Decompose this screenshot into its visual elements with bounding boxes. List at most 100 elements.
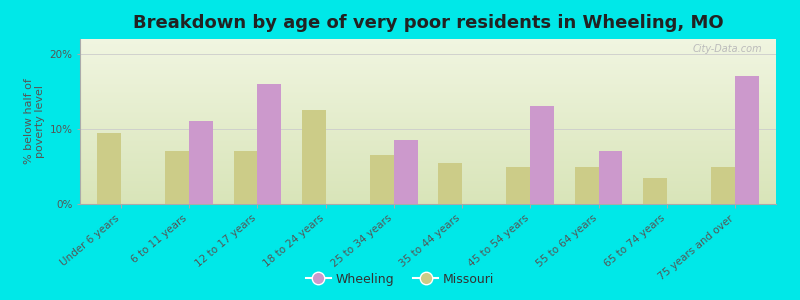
Bar [80,62,776,64]
Bar [80,116,776,118]
Bar [735,76,759,204]
Bar [80,145,776,146]
Bar [80,50,776,52]
Bar [80,182,776,184]
Bar [189,122,213,204]
Bar [80,135,776,136]
Bar [394,140,418,204]
Bar [80,131,776,133]
Bar [80,98,776,100]
Bar [80,202,776,204]
Bar [80,168,776,169]
Bar [80,186,776,188]
Bar [80,174,776,176]
Bar [80,59,776,60]
Legend: Wheeling, Missouri: Wheeling, Missouri [301,268,499,291]
Bar [80,79,776,80]
Bar [80,112,776,113]
Bar [80,70,776,72]
Bar [80,181,776,182]
Bar [80,156,776,158]
Bar [80,95,776,97]
Bar [80,148,776,149]
Bar [80,69,776,70]
Bar [80,52,776,54]
Bar [166,152,189,204]
Bar [80,133,776,135]
Bar [80,56,776,57]
Bar [438,163,462,204]
Bar [370,155,394,204]
Bar [80,120,776,122]
Bar [80,169,776,171]
Bar [80,83,776,85]
Bar [80,154,776,156]
Bar [80,149,776,151]
Bar [80,103,776,105]
Bar [80,87,776,88]
Bar [80,151,776,153]
Bar [80,130,776,131]
Bar [80,80,776,82]
Bar [80,171,776,173]
Bar [80,126,776,128]
Bar [80,115,776,116]
Bar [598,152,622,204]
Bar [80,77,776,79]
Bar [80,193,776,194]
Bar [80,44,776,46]
Bar [80,199,776,201]
Bar [80,39,776,40]
Bar [80,106,776,108]
Bar [234,152,258,204]
Bar [80,123,776,125]
Bar [80,97,776,98]
Bar [80,40,776,42]
Bar [80,60,776,62]
Bar [80,46,776,47]
Bar [80,75,776,77]
Bar [80,113,776,115]
Bar [80,85,776,87]
Bar [80,47,776,49]
Bar [80,189,776,191]
Bar [80,172,776,174]
Bar [80,138,776,140]
Bar [80,128,776,130]
Bar [80,158,776,159]
Bar [530,106,554,204]
Bar [80,194,776,196]
Bar [80,161,776,163]
Bar [80,166,776,168]
Bar [80,201,776,202]
Bar [80,92,776,93]
Bar [97,133,121,204]
Bar [80,153,776,154]
Bar [80,143,776,145]
Bar [80,100,776,102]
Bar [80,118,776,120]
Bar [80,176,776,178]
Bar [80,141,776,143]
Title: Breakdown by age of very poor residents in Wheeling, MO: Breakdown by age of very poor residents … [133,14,723,32]
Bar [80,74,776,75]
Bar [711,167,735,204]
Y-axis label: % below half of
poverty level: % below half of poverty level [23,79,45,164]
Bar [574,167,598,204]
Bar [80,67,776,69]
Bar [80,110,776,112]
Bar [80,105,776,106]
Bar [80,196,776,197]
Bar [302,110,326,204]
Text: City-Data.com: City-Data.com [693,44,762,54]
Bar [506,167,530,204]
Bar [80,136,776,138]
Bar [80,54,776,56]
Bar [80,57,776,59]
Bar [258,84,282,204]
Bar [80,102,776,103]
Bar [80,125,776,126]
Bar [80,164,776,166]
Bar [80,159,776,161]
Bar [80,163,776,164]
